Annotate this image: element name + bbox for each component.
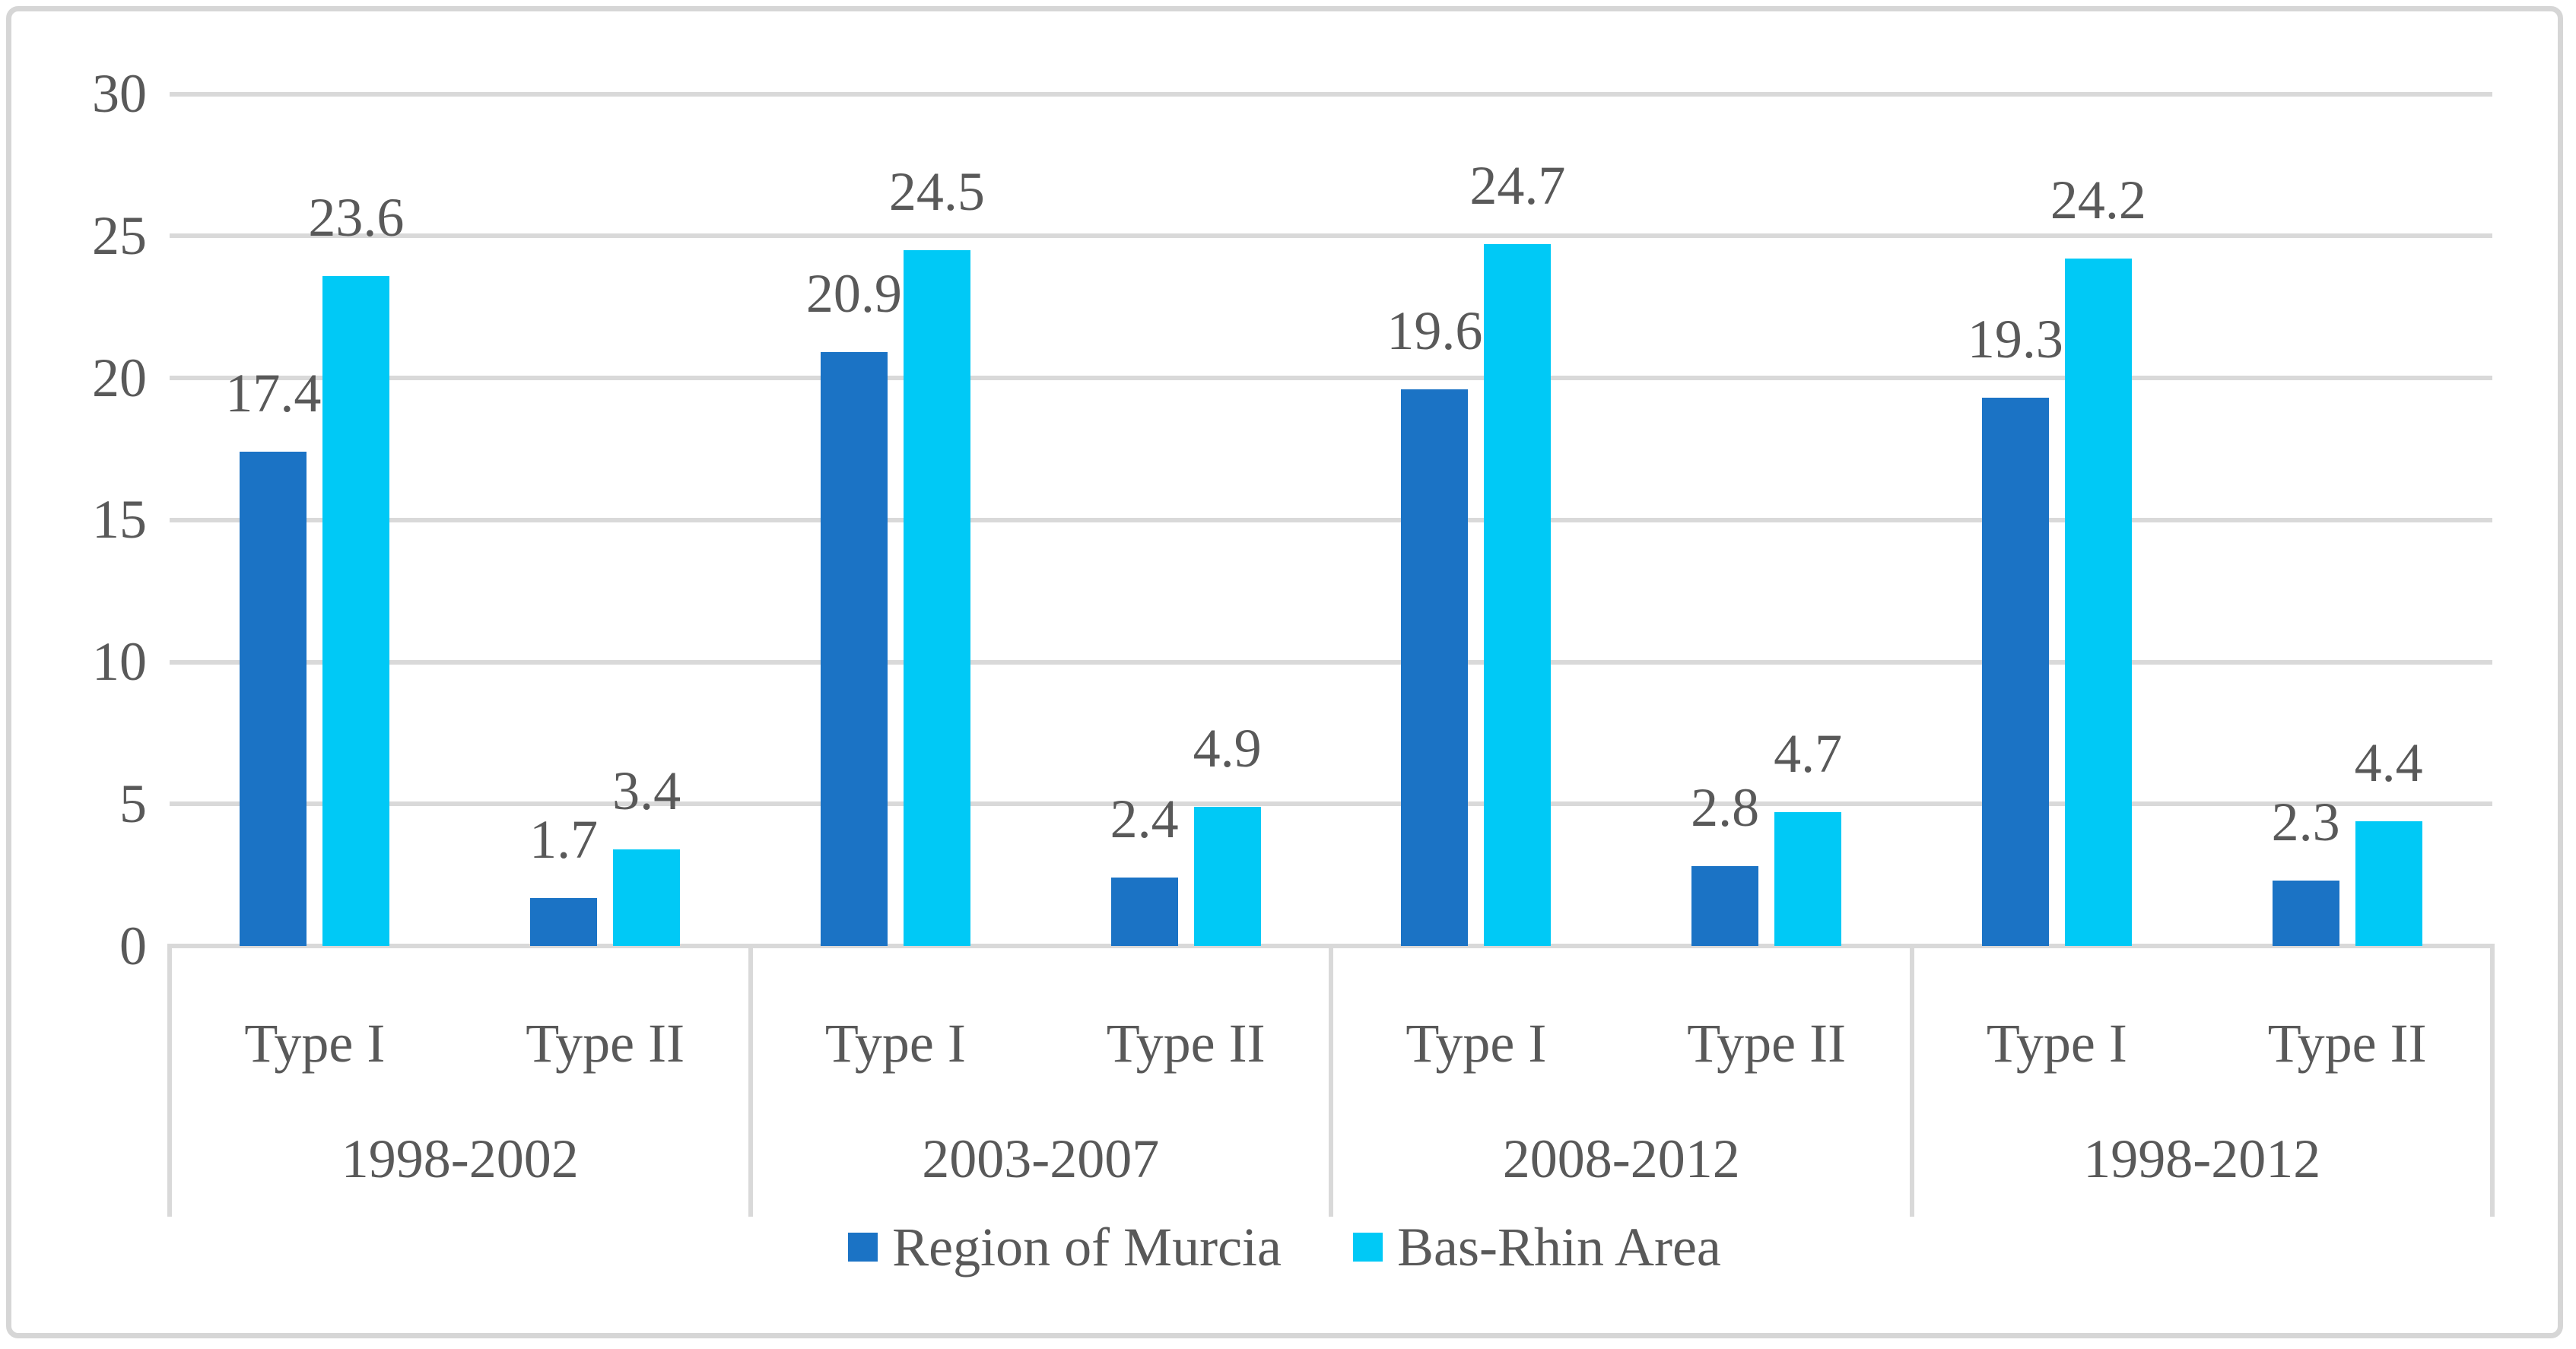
legend-item: Bas-Rhin Area	[1352, 1209, 1721, 1285]
x-group-label: 1998-2012	[2083, 1128, 2321, 1189]
axis-group-divider	[1909, 944, 1914, 1217]
murcia-bar	[820, 352, 888, 946]
bar-value-label: 19.3	[1967, 309, 2063, 370]
bar-value-label: 24.7	[1469, 155, 1566, 217]
x-group-label: 1998-2002	[341, 1128, 579, 1189]
axis-group-divider	[167, 944, 172, 1217]
bar-value-label: 20.9	[805, 263, 902, 325]
bar-value-label: 23.6	[308, 186, 405, 248]
gridline	[170, 801, 2492, 807]
basrhin-series-swatch-icon	[1352, 1233, 1383, 1262]
x-type-label: Type II	[1106, 1013, 1266, 1074]
basrhin-bar	[613, 849, 681, 946]
gridline	[170, 376, 2492, 380]
x-type-label: Type II	[2267, 1013, 2427, 1074]
x-group-label: 2003-2007	[922, 1128, 1160, 1189]
axis-group-divider	[2490, 944, 2495, 1217]
bar-value-label: 4.7	[1774, 723, 1843, 785]
bar-value-label: 19.6	[1386, 300, 1483, 361]
bar-value-label: 17.4	[225, 363, 322, 424]
y-tick-label: 25	[92, 205, 147, 266]
y-tick-label: 10	[92, 631, 147, 692]
gridline	[170, 233, 2492, 239]
x-type-label: Type I	[1406, 1013, 1547, 1074]
bar-value-label: 3.4	[612, 760, 681, 821]
bar-value-label: 1.7	[529, 808, 599, 870]
legend: Region of Murcia Bas-Rhin Area	[11, 1209, 2558, 1285]
x-type-label: Type II	[526, 1013, 685, 1074]
gridline	[170, 659, 2492, 665]
basrhin-bar	[2064, 259, 2132, 946]
bar-value-label: 24.2	[2050, 170, 2146, 231]
bar-value-label: 24.5	[888, 160, 985, 222]
basrhin-bar	[1193, 806, 1261, 946]
plot-area: 0 5 10 15 20 25 30 17.4 1.7 20.9 2.4 19.6 2.8 19.3 2.3…	[11, 11, 2558, 1333]
murcia-bar	[1691, 866, 1759, 946]
axis-group-divider	[748, 944, 753, 1217]
gridline	[170, 91, 2492, 97]
murcia-bar	[530, 897, 598, 946]
bar-value-label: 4.4	[2354, 732, 2423, 793]
bar-value-label: 2.4	[1110, 789, 1179, 850]
x-type-label: Type I	[1986, 1013, 2127, 1074]
y-tick-label: 0	[119, 915, 147, 976]
y-tick-label: 5	[119, 773, 147, 834]
legend-item: Region of Murcia	[848, 1209, 1282, 1285]
murcia-bar	[1401, 389, 1469, 946]
murcia-bar	[240, 452, 307, 946]
x-type-label: Type I	[824, 1013, 966, 1074]
axis-group-divider	[1329, 944, 1333, 1217]
x-type-label: Type I	[244, 1013, 386, 1074]
y-tick-label: 15	[92, 489, 147, 551]
y-tick-label: 30	[92, 63, 147, 124]
chart-frame: 0 5 10 15 20 25 30 17.4 1.7 20.9 2.4 19.6 2.8 19.3 2.3…	[6, 6, 2563, 1338]
gridline	[170, 517, 2492, 522]
basrhin-bar	[2355, 821, 2422, 946]
y-tick-label: 20	[92, 347, 147, 408]
bar-value-label: 4.9	[1193, 717, 1262, 779]
x-group-label: 2008-2012	[1502, 1128, 1740, 1189]
bar-value-label: 2.3	[2271, 792, 2340, 853]
legend-label: Region of Murcia	[892, 1217, 1282, 1278]
murcia-bar	[2272, 881, 2339, 946]
basrhin-bar	[1774, 812, 1842, 946]
basrhin-bar	[322, 275, 390, 946]
legend-label: Bas-Rhin Area	[1396, 1217, 1721, 1278]
basrhin-bar	[1484, 244, 1552, 946]
murcia-series-swatch-icon	[848, 1233, 878, 1262]
x-type-label: Type II	[1687, 1013, 1847, 1074]
basrhin-bar	[903, 249, 970, 946]
bar-value-label: 2.8	[1691, 777, 1760, 839]
murcia-bar	[1981, 398, 2049, 946]
murcia-bar	[1110, 878, 1178, 946]
